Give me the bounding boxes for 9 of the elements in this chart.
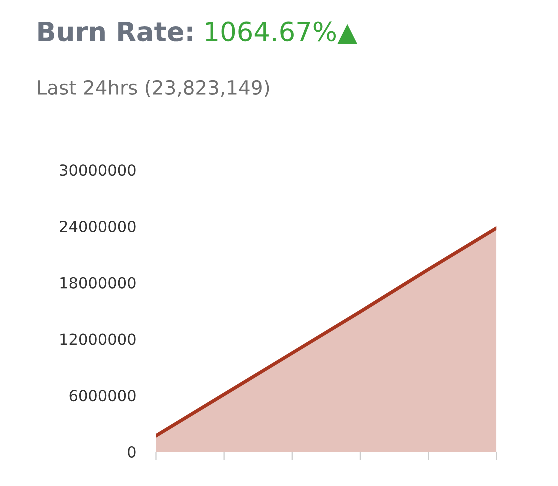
- text: 1064.67%▲: [206, 22, 358, 45]
- y-tick-label: 18000000: [60, 277, 136, 289]
- chart-subtitle: Last 24hrs (23,823,149): [38, 80, 270, 98]
- y-tick-label: 24000000: [60, 220, 136, 232]
- y-tick-label: 0: [128, 446, 136, 458]
- chart-title: Burn Rate:: [38, 22, 192, 42]
- y-tick-label: 12000000: [60, 334, 136, 346]
- y-tick-label: 6000000: [70, 390, 136, 402]
- y-tick-label: 30000000: [60, 164, 136, 176]
